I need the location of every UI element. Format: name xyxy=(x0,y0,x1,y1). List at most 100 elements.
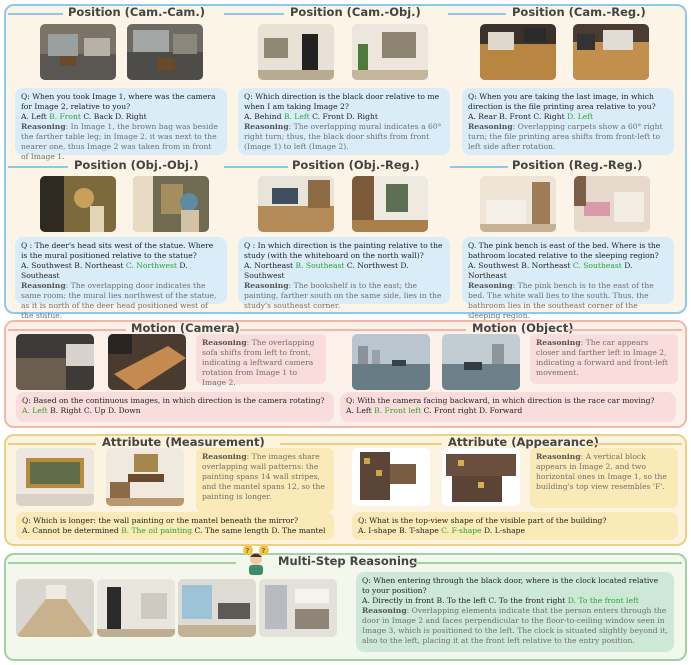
painting-image-1 xyxy=(16,448,94,506)
section-title-cam-obj: Position (Cam.-Obj.) xyxy=(290,5,421,19)
option-pre: A. Directly in front B. To the left C. T… xyxy=(362,596,568,606)
option-pre: A. I-shape B. T-shape xyxy=(358,526,442,536)
bedroom-image-2 xyxy=(574,176,650,232)
correct-answer: D. To the front left xyxy=(567,596,639,606)
reasoning-text: The pink bench is to the east of the bed… xyxy=(468,281,654,321)
correct-answer: D. Left xyxy=(567,112,594,122)
apartment-image-2 xyxy=(97,579,175,637)
question: Q: When entering through the black door,… xyxy=(362,576,659,596)
question: Q: When you took Image 1, where was the … xyxy=(21,92,216,112)
reasoning-text: The car appears closer and farther left … xyxy=(536,338,668,378)
option-pre: A. Rear B. Front C. Right xyxy=(468,112,568,122)
option-a: A. Left xyxy=(21,112,50,122)
options: A. Left B. Right C. Up D. Down xyxy=(22,406,328,416)
reasoning-label: Reasoning xyxy=(536,452,581,461)
section-title-motion-camera: Motion (Camera) xyxy=(131,321,240,335)
reasoning-box-motion-object: Reasoning: The car appears closer and fa… xyxy=(530,334,678,384)
option-rest: D. Southeast xyxy=(21,261,188,281)
option-rest: C. Northwest D. Southwest xyxy=(244,261,409,281)
question: Q: What is the top-view shape of the vis… xyxy=(358,516,607,525)
option-rest: D. L-shape xyxy=(481,526,525,536)
option-pre: A. Southwest B. Northeast xyxy=(468,261,573,271)
reasoning: Reasoning: In Image 1, the brown bag was… xyxy=(21,122,218,162)
question: Q : The deer's head sits west of the sta… xyxy=(21,241,214,261)
reasoning: Reasoning: The overlapping mural indicat… xyxy=(244,122,442,152)
apartment-image-1 xyxy=(16,579,94,637)
qa-card-motion-camera: Q: Based on the continuous images, in wh… xyxy=(16,392,334,422)
qa-card-cam-cam: Q: When you took Image 1, where was the … xyxy=(15,88,227,161)
reasoning-box-motion-camera: Reasoning: The overlapping sofa shifts f… xyxy=(196,334,326,387)
section-title-reg-reg: Position (Reg.-Reg.) xyxy=(512,158,643,172)
correct-answer: C. Southeast xyxy=(572,261,622,271)
section-title-attribute-measurement: Attribute (Measurement) xyxy=(102,435,265,449)
qa-card-obj-obj: Q : The deer's head sits west of the sta… xyxy=(15,237,227,320)
reasoning-text: The images share overlapping wall patter… xyxy=(202,452,325,502)
correct-answer: B. Southeast xyxy=(295,261,345,271)
qa-card-cam-obj: Q: Which direction is the black door rel… xyxy=(238,88,450,155)
option-rest: C. Front right D. Forward xyxy=(421,406,523,416)
option-rest: C. Front D. Right xyxy=(309,112,378,122)
qa-card-multistep: Q: When entering through the black door,… xyxy=(356,572,674,652)
reasoning-text: The overlapping door indicates the same … xyxy=(21,281,217,321)
racecar-image-2 xyxy=(442,334,520,390)
reasoning: Reasoning: The overlapping door indicate… xyxy=(21,281,217,321)
options: A. Rear B. Front C. Right D. Left xyxy=(468,112,668,122)
option-rest: D. Northeast xyxy=(468,261,633,281)
question: Q. The pink bench is east of the bed. Wh… xyxy=(468,241,661,261)
option-rest: C. The same length D. The mantel xyxy=(192,526,326,536)
question: Q: Which direction is the black door rel… xyxy=(244,92,440,112)
correct-answer: B. Front xyxy=(49,112,81,122)
title-bar xyxy=(8,443,96,445)
section-title-obj-reg: Position (Obj.-Reg.) xyxy=(292,158,420,172)
reasoning-label: Reasoning xyxy=(244,281,289,291)
reasoning-text: A vertical block appears in Image 2, and… xyxy=(536,452,667,492)
racecar-image-1 xyxy=(352,334,430,390)
question: Q : In which direction is the painting r… xyxy=(244,241,443,261)
correct-answer: C. Northwest xyxy=(125,261,177,271)
qa-card-appearance: Q: What is the top-view shape of the vis… xyxy=(352,512,678,540)
deer-statue-image-2 xyxy=(133,176,209,232)
title-bar xyxy=(8,329,126,331)
title-bar xyxy=(566,329,682,331)
reasoning-text: Overlapping carpets show a 60° right tur… xyxy=(468,122,663,152)
printer-image-2 xyxy=(573,24,649,80)
title-bar xyxy=(240,329,466,331)
title-bar xyxy=(414,562,682,564)
reasoning: Reasoning: The pink bench is to the east… xyxy=(468,281,654,321)
office-image-2 xyxy=(127,24,203,80)
reasoning-label: Reasoning xyxy=(202,338,247,347)
section-title-motion-object: Motion (Object) xyxy=(472,321,574,335)
title-bar xyxy=(8,562,236,564)
qa-card-cam-reg: Q: When you are taking the last image, i… xyxy=(462,88,674,155)
section-title-cam-reg: Position (Cam.-Reg.) xyxy=(512,5,646,19)
question: Q: Which is longer: the wall painting or… xyxy=(22,516,299,525)
building-image-1 xyxy=(352,448,430,506)
options: A. Southwest B. Northeast C. Northwest D… xyxy=(21,261,221,281)
question: Q: When you are taking the last image, i… xyxy=(468,92,656,112)
painting-image-2 xyxy=(106,448,184,506)
qa-card-measurement: Q: Which is longer: the wall painting or… xyxy=(16,512,334,540)
qa-card-reg-reg: Q. The pink bench is east of the bed. Wh… xyxy=(462,237,674,320)
svg-text:?: ? xyxy=(246,547,250,555)
reasoning-label: Reasoning xyxy=(21,122,66,132)
options: A. Cannot be determined B. The oil paint… xyxy=(22,526,328,536)
section-title-obj-obj: Position (Obj.-Obj.) xyxy=(74,158,199,172)
reasoning-text: Overlapping elements indicate that the p… xyxy=(362,606,668,646)
correct-answer: B. Left xyxy=(283,112,310,122)
reasoning-box-measurement: Reasoning: The images share overlapping … xyxy=(196,448,334,512)
reasoning-text: The overlapping mural indicates a 60° ri… xyxy=(244,122,442,152)
svg-text:?: ? xyxy=(262,547,266,555)
correct-answer: C. F-shape xyxy=(441,526,482,536)
printer-image-1 xyxy=(480,24,556,80)
apartment-image-4 xyxy=(259,579,337,637)
title-bar xyxy=(450,166,508,168)
correct-answer: B. Front left xyxy=(374,406,422,416)
question: Q: Based on the continuous images, in wh… xyxy=(22,396,325,405)
reasoning: Reasoning: Overlapping carpets show a 60… xyxy=(468,122,663,152)
title-bar xyxy=(224,166,288,168)
reasoning: Reasoning: The bookshelf is to the east;… xyxy=(244,281,442,311)
title-bar xyxy=(8,166,68,168)
thinking-person-icon: ?? xyxy=(242,545,270,575)
title-bar xyxy=(8,13,63,15)
